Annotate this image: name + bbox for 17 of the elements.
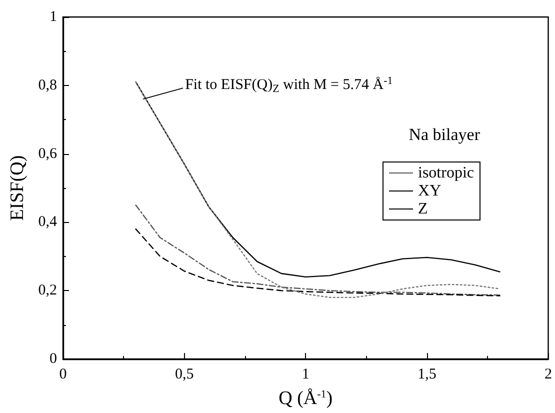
x-tick-label: 1 — [302, 366, 310, 382]
line-series — [135, 204, 500, 296]
y-axis-title: EISF(Q) — [7, 155, 28, 221]
y-tick-label: 0,8 — [38, 77, 57, 94]
legend-label: Z — [418, 200, 428, 218]
x-tick-label: 0,5 — [174, 366, 194, 382]
legend-label: XY — [418, 182, 442, 200]
x-tick-label: 2 — [544, 366, 552, 382]
y-tick-label: 0,2 — [38, 282, 57, 299]
y-tick-label: 0 — [50, 351, 57, 367]
y-tick-label: 0,6 — [38, 146, 58, 162]
legend-label: isotropic — [418, 164, 474, 182]
x-tick-label: 1,5 — [418, 366, 436, 382]
annotation: Na bilayer — [408, 125, 480, 144]
y-tick-label: 0,4 — [38, 214, 58, 230]
line-series — [135, 228, 500, 296]
y-tick-label: 1 — [50, 9, 57, 25]
